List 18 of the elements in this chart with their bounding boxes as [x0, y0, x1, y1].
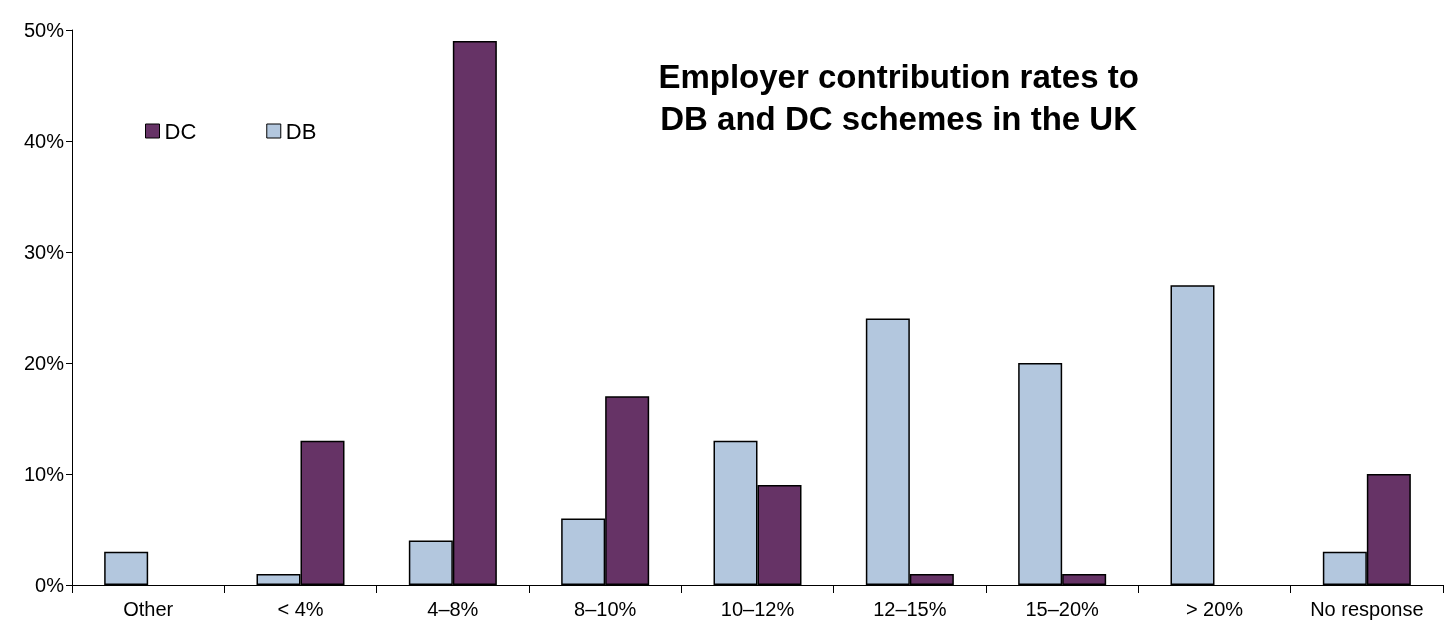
text: Employer contribution rates to DB and DC schemes in the UK	[658, 57, 1139, 137]
x-tick-label: < 4%	[277, 598, 324, 620]
x-tick-label: No response	[1310, 598, 1424, 620]
x-tick-label: Other	[123, 598, 174, 620]
legend-label: DB	[285, 118, 317, 144]
x-tick-label: 4–8%	[427, 598, 479, 620]
y-tick-label: 40%	[23, 130, 65, 152]
x-tick-label: 8–10%	[574, 598, 637, 620]
y-tick-label: 30%	[23, 241, 65, 263]
y-tick-label: 20%	[23, 352, 65, 374]
y-tick-label: 10%	[23, 463, 65, 485]
legend-label: DC	[164, 118, 197, 144]
y-tick-label: 0%	[35, 574, 65, 596]
x-tick-label: > 20%	[1185, 598, 1244, 620]
x-tick-label: 10–12%	[720, 598, 795, 620]
x-tick-label: 15–20%	[1025, 598, 1100, 620]
x-tick-label: 12–15%	[873, 598, 947, 620]
y-tick-label: 50%	[23, 19, 65, 41]
